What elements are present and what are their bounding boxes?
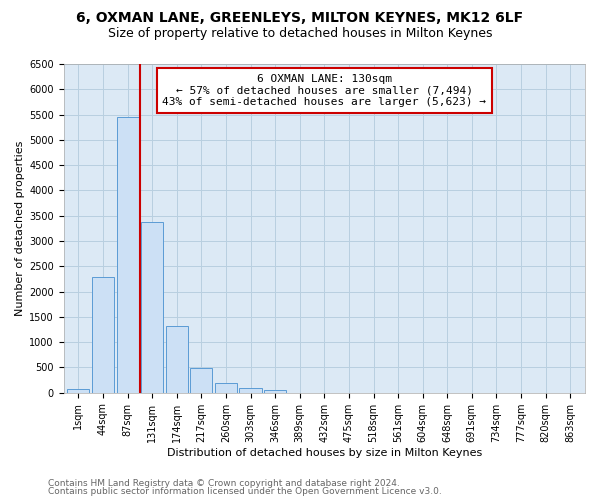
Bar [67,389,89,392]
Text: 6, OXMAN LANE, GREENLEYS, MILTON KEYNES, MK12 6LF: 6, OXMAN LANE, GREENLEYS, MILTON KEYNES,… [76,11,524,25]
Bar [215,384,237,392]
Bar [239,388,262,392]
Text: 6 OXMAN LANE: 130sqm
← 57% of detached houses are smaller (7,494)
43% of semi-de: 6 OXMAN LANE: 130sqm ← 57% of detached h… [163,74,487,107]
Text: Size of property relative to detached houses in Milton Keynes: Size of property relative to detached ho… [108,28,492,40]
X-axis label: Distribution of detached houses by size in Milton Keynes: Distribution of detached houses by size … [167,448,482,458]
Text: Contains public sector information licensed under the Open Government Licence v3: Contains public sector information licen… [48,487,442,496]
Text: Contains HM Land Registry data © Crown copyright and database right 2024.: Contains HM Land Registry data © Crown c… [48,478,400,488]
Bar [264,390,286,392]
Bar [141,222,163,392]
Bar [116,117,139,392]
Bar [190,368,212,392]
Bar [166,326,188,392]
Bar [92,278,114,392]
Y-axis label: Number of detached properties: Number of detached properties [15,140,25,316]
